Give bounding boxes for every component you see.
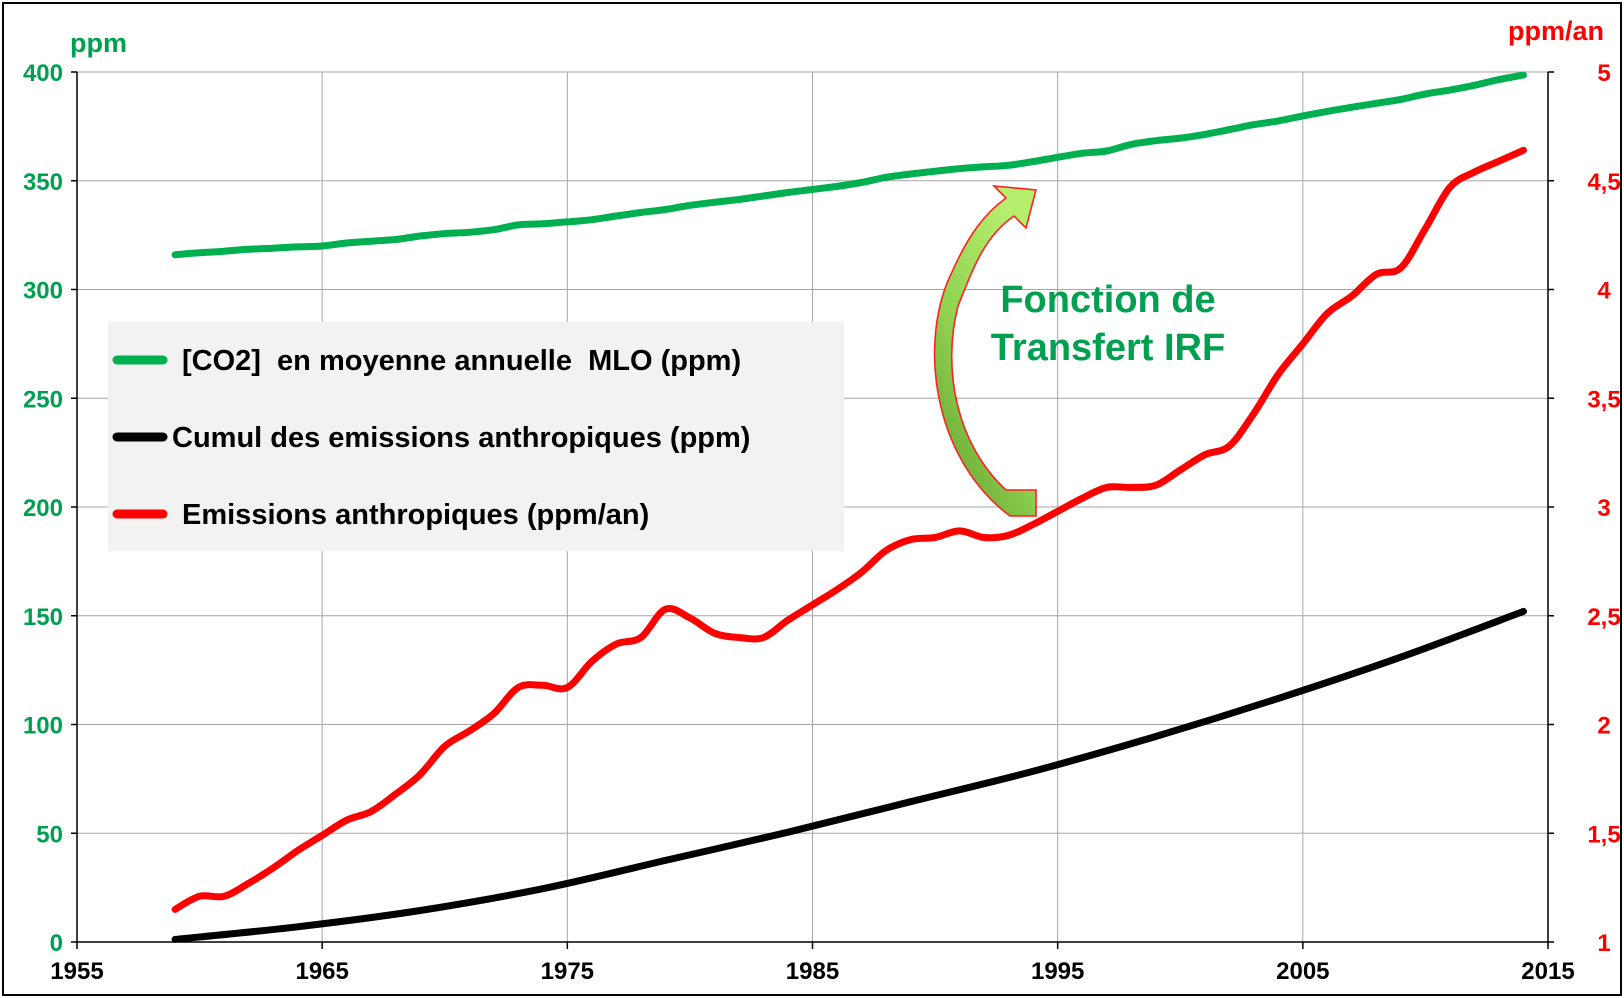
left-axis-label: ppm [70,28,127,58]
right-tick-label: 1 [1597,930,1610,957]
x-tick-label: 1975 [541,958,594,985]
x-tick-label: 2015 [1521,958,1574,985]
annotation-line-1: Fonction de [1000,279,1215,321]
left-tick-label: 400 [23,60,63,87]
chart: 0 50 100 150 200 250 300 350 400 1 1,5 2 2,5 3 3,5 4 4,… [4,4,1620,994]
right-tick-label: 3,5 [1587,386,1620,413]
left-tick-label: 300 [23,278,63,305]
right-axis-ticks: 1 1,5 2 2,5 3 3,5 4 4,5 5 [1587,60,1620,957]
cumul-line [171,607,1527,943]
left-axis-ticks: 0 50 100 150 200 250 300 350 400 [23,60,63,957]
legend-box [108,322,844,551]
legend-label-co2: [CO2] en moyenne annuelle MLO (ppm) [182,345,741,377]
left-tick-label: 100 [23,713,63,740]
right-tick-label: 2 [1597,713,1610,740]
x-tick-label: 1965 [295,958,348,985]
co2-line [171,71,1527,259]
left-tick-label: 0 [50,930,63,957]
series-lines [171,71,1527,943]
right-tick-label: 4,5 [1587,169,1620,196]
emissions-line [171,146,1527,913]
x-tick-label: 1995 [1031,958,1084,985]
right-tick-label: 4 [1597,278,1611,305]
x-tick-label: 1985 [786,958,839,985]
right-axis-label: ppm/an [1508,16,1604,46]
right-tick-label: 5 [1597,60,1610,87]
x-axis-ticks: 1955 1965 1975 1985 1995 2005 2015 [50,958,1574,985]
right-tick-label: 1,5 [1587,821,1620,848]
x-tick-label: 1955 [50,958,103,985]
irf-arrow [933,184,1038,517]
right-tick-label: 3 [1597,495,1610,522]
left-tick-label: 150 [23,604,63,631]
left-tick-label: 350 [23,169,63,196]
x-tick-label: 2005 [1276,958,1329,985]
right-tick-label: 2,5 [1587,604,1620,631]
left-tick-label: 200 [23,495,63,522]
legend: [CO2] en moyenne annuelle MLO (ppm) Cumu… [108,322,844,551]
legend-label-cumul: Cumul des emissions anthropiques (ppm) [172,422,750,454]
left-tick-label: 50 [36,821,63,848]
legend-label-emissions: Emissions anthropiques (ppm/an) [182,499,649,531]
annotation-line-2: Transfert IRF [991,327,1225,369]
axes [71,71,1554,949]
left-tick-label: 250 [23,386,63,413]
